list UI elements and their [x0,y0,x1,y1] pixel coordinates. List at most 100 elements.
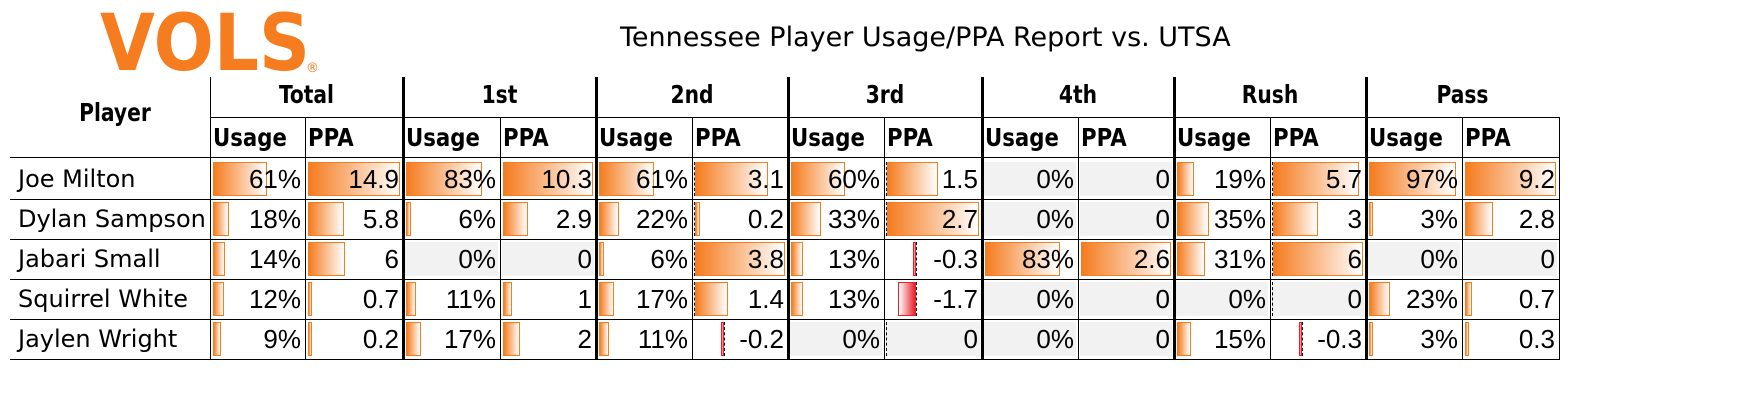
cell-value: 11% [445,284,496,314]
data-cell: 83% [403,159,500,199]
row-divider [10,319,1559,320]
data-cell: 0 [500,239,596,279]
cell-value: 1 [577,284,592,314]
data-bar [599,162,654,196]
group-header-1st: 1st [481,80,518,109]
column-divider [500,117,501,360]
cell-value: 17% [443,324,496,354]
cell-value: 6% [458,204,496,234]
data-bar [887,202,979,236]
data-bar [406,282,416,316]
data-cell: 97% [1366,159,1462,199]
cell-value: 9% [263,324,301,354]
empty-cell-shade [1080,282,1172,316]
cell-value: 18% [248,204,301,234]
data-bar [308,202,344,236]
cell-value: 0 [1347,284,1362,314]
cell-value: 17% [635,284,688,314]
player-header: Player [79,98,151,127]
data-cell: 17% [403,319,500,359]
table-row: Squirrel White 12% 0.7 11% 1 17% 1.4 13% -1.7 0% 0… [0,279,1759,319]
data-cell: 5.7 [1270,159,1366,199]
group-header-2nd: 2nd [670,80,714,109]
cell-value: 3.8 [747,244,784,274]
column-divider [305,117,306,360]
zero-axis [694,202,695,236]
empty-cell-shade [886,322,980,356]
data-cell: 0.7 [1462,279,1559,319]
data-cell: 0 [1078,199,1174,239]
player-name: Joe Milton [18,165,136,193]
data-bar [599,282,614,316]
cell-value: 0% [1036,284,1074,314]
data-cell: 0% [982,319,1078,359]
zero-axis [694,282,695,316]
column-divider [1559,117,1560,360]
empty-cell-shade [1080,202,1172,236]
data-cell: 19% [1174,159,1270,199]
cell-value: -0.2 [739,324,784,354]
data-bar [695,202,700,236]
table-row: Jabari Small 14% 6 0% 0 6% 3.8 13% -0.3 83% 2.6 31%… [0,239,1759,279]
column-divider [692,117,693,360]
data-bar [406,202,411,236]
svg-text:VOLS: VOLS [100,0,310,82]
sub-header-ppa: PPA [695,123,741,152]
column-divider [981,77,984,360]
data-bar [1465,322,1469,356]
data-bar [503,162,593,196]
data-bar [406,322,421,356]
zero-axis [886,162,887,196]
row-divider [10,279,1559,280]
data-cell: 15% [1174,319,1270,359]
group-header-pass: Pass [1436,80,1489,109]
cell-value: 0 [1540,244,1555,274]
row-divider [210,117,1559,118]
column-divider [595,77,598,360]
sub-header-usage: Usage [1369,123,1443,152]
data-cell: 2.7 [884,199,982,239]
vols-logo: VOLS ® [100,0,319,82]
data-cell: 18% [210,199,305,239]
cell-value: 0 [1155,284,1170,314]
cell-value: 1.4 [747,284,784,314]
cell-value: 23% [1405,284,1458,314]
data-cell: 0% [982,279,1078,319]
data-cell: 1.5 [884,159,982,199]
empty-cell-shade [1176,282,1268,316]
sub-header-usage: Usage [791,123,865,152]
empty-cell-shade [1080,322,1172,356]
cell-value: 0 [963,324,978,354]
data-bar [791,242,803,276]
data-bar [1273,242,1363,276]
data-cell: 0% [788,319,884,359]
sub-header-usage: Usage [406,123,480,152]
column-divider [210,77,211,360]
cell-value: -0.3 [933,244,978,274]
cell-value: 0.2 [362,324,399,354]
sub-header-ppa: PPA [308,123,354,152]
player-name: Squirrel White [18,285,188,313]
empty-cell-shade [1368,242,1460,276]
data-cell: 3 [1270,199,1366,239]
player-name: Dylan Sampson [18,205,206,233]
player-name: Jaylen Wright [18,325,178,353]
data-bar [1177,242,1205,276]
column-divider [787,77,790,360]
cell-value: 31% [1213,244,1266,274]
data-cell: 1 [500,279,596,319]
data-cell: 3% [1366,199,1462,239]
cell-value: 10.3 [541,164,592,194]
cell-value: 83% [1021,244,1074,274]
data-cell: 2.8 [1462,199,1559,239]
cell-value: 12% [248,284,301,314]
data-cell: 5.8 [305,199,403,239]
data-cell: 0 [1078,159,1174,199]
data-cell: 0% [982,199,1078,239]
empty-cell-shade [405,242,498,276]
data-cell: 0 [884,319,982,359]
cell-value: 35% [1213,204,1266,234]
cell-value: 2.6 [1133,244,1170,274]
data-cell: 0 [1270,279,1366,319]
data-bar [1369,322,1373,356]
